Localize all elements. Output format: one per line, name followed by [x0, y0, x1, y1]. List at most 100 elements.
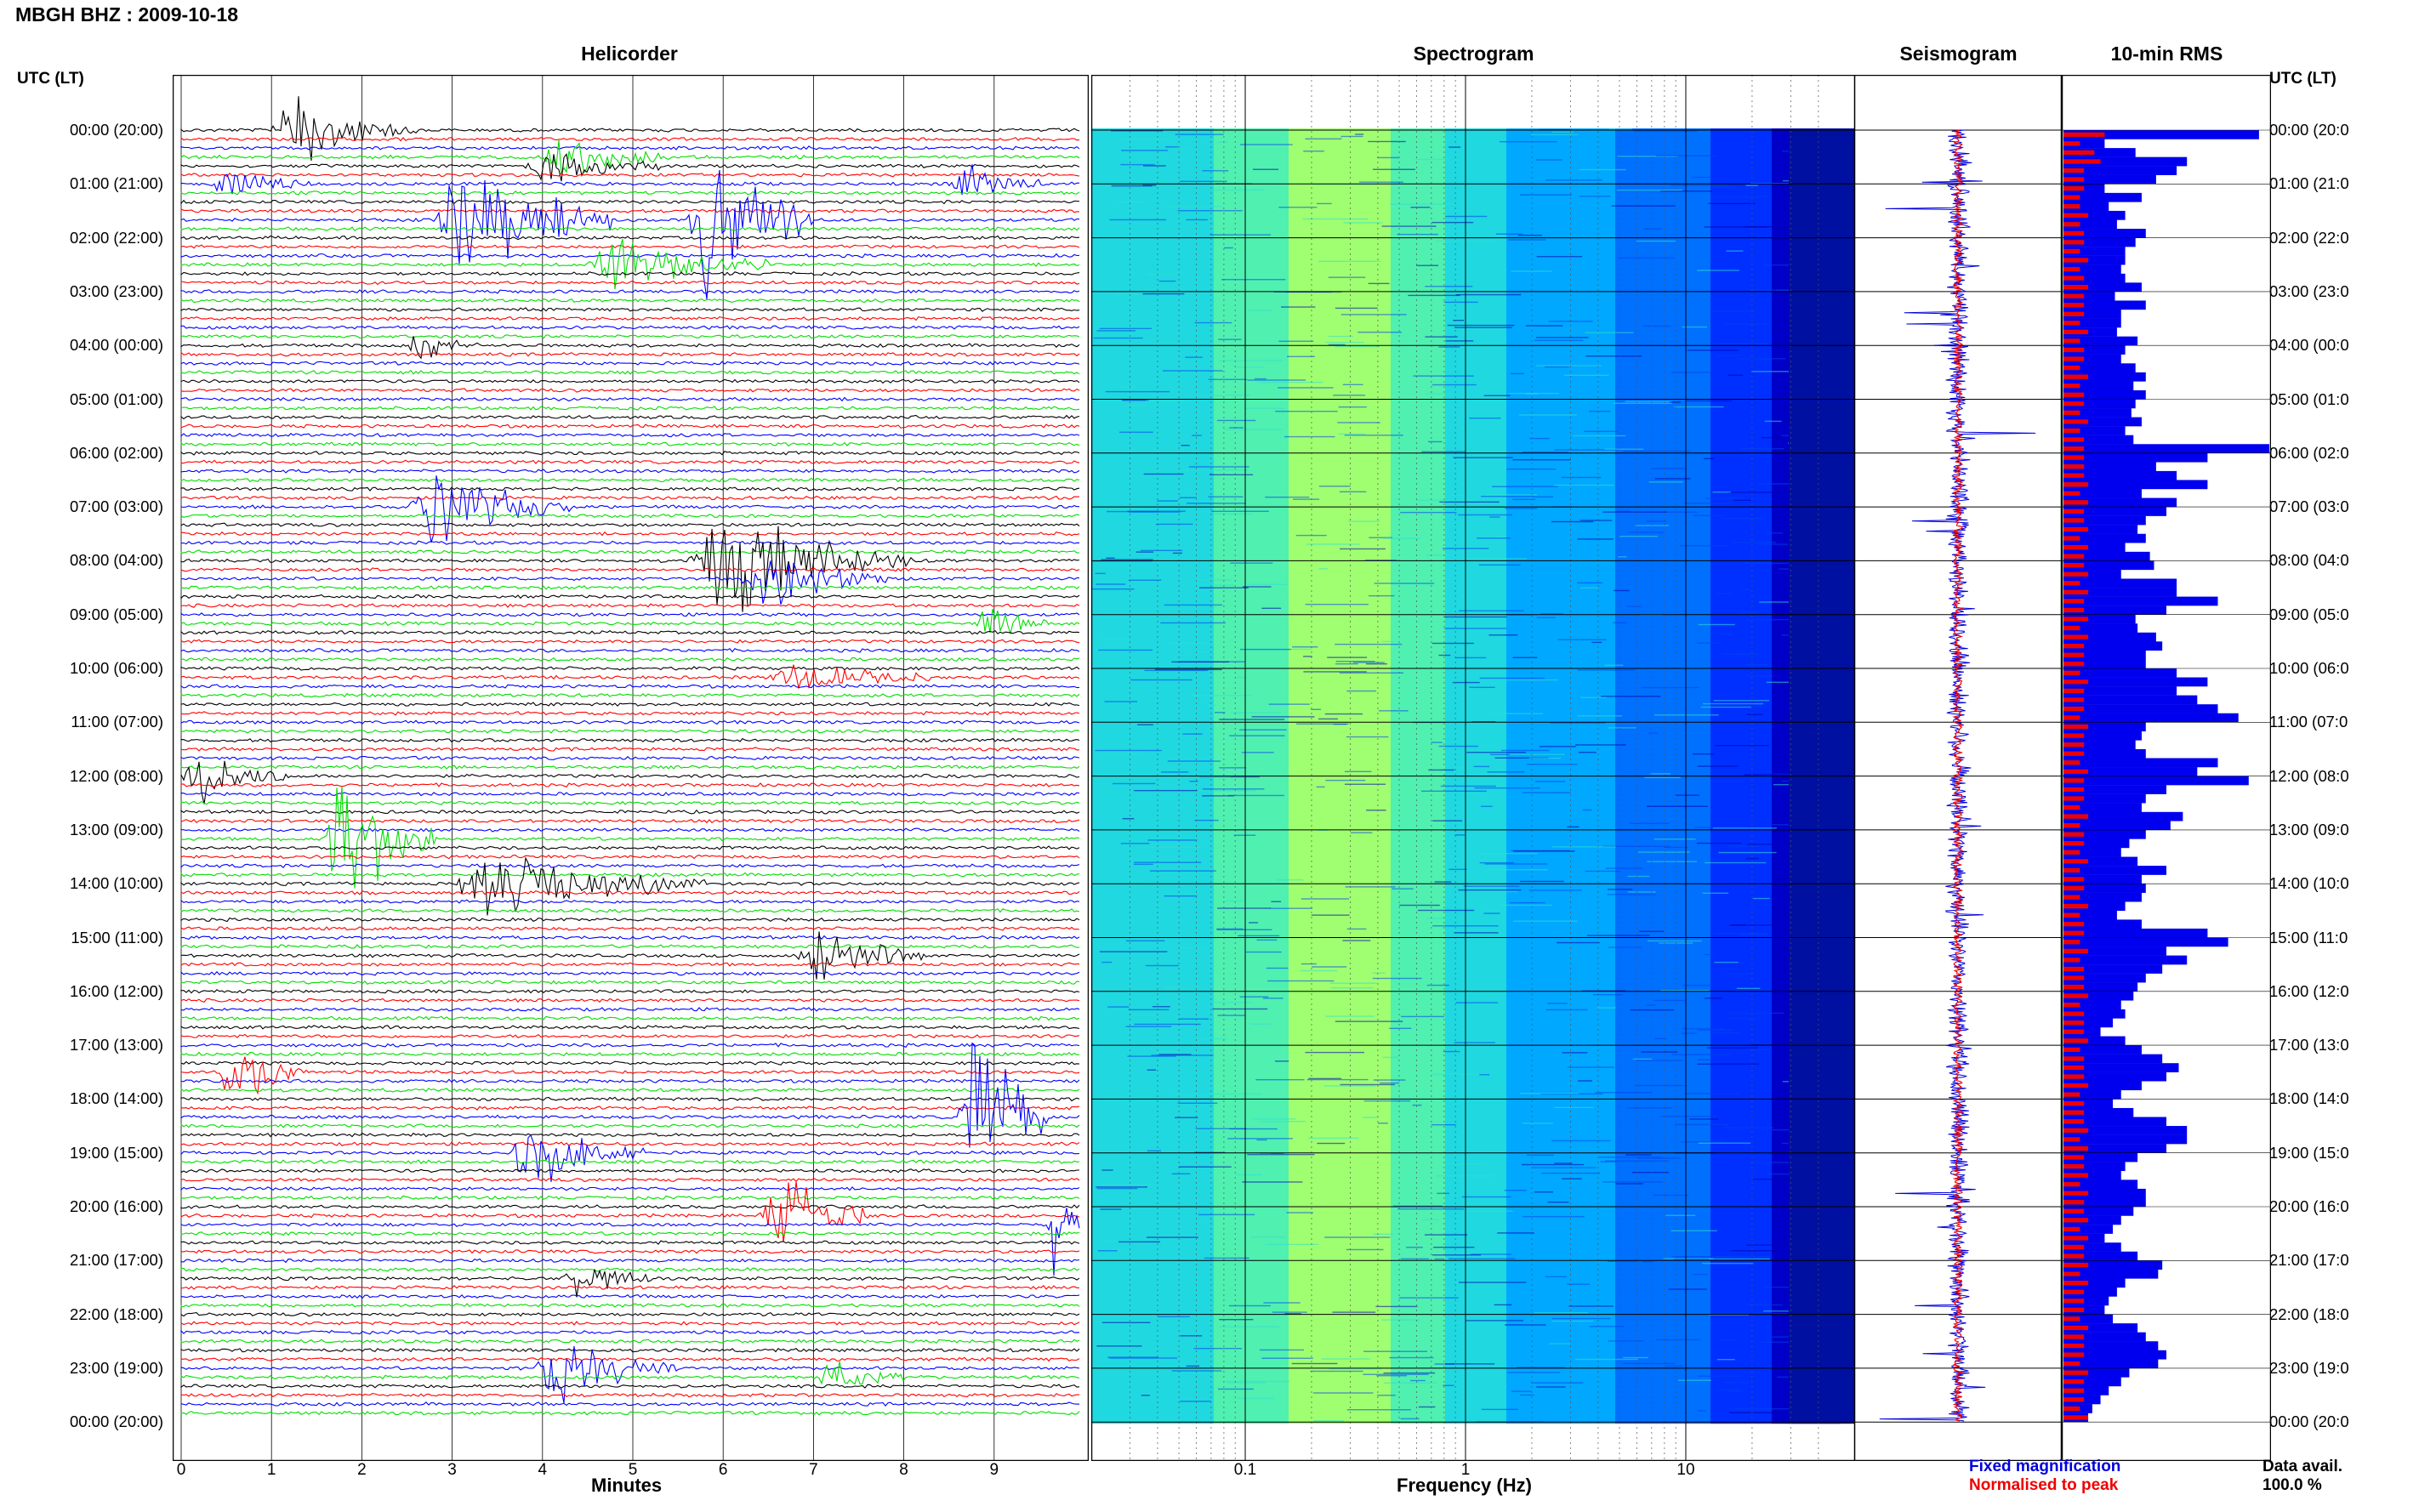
helicorder-trace: [180, 513, 1080, 519]
spectrogram-streak: [1363, 1350, 1428, 1352]
spectrogram-streak: [1494, 757, 1549, 759]
rms-bar-normalised: [2063, 500, 2089, 505]
helicorder-trace: [180, 1401, 1080, 1407]
spectrogram-streak: [1710, 196, 1761, 198]
spectrogram-streak: [1766, 532, 1783, 534]
rms-bar-normalised: [2063, 804, 2080, 810]
spectrogram-streak: [1746, 1244, 1813, 1246]
spectrogram-streak: [1671, 1256, 1737, 1258]
rms-bar-fixed: [2063, 1117, 2166, 1127]
spectrogram-streak: [1102, 753, 1144, 755]
rms-bar-fixed: [2063, 838, 2130, 849]
rms-bar-normalised: [2063, 706, 2085, 712]
rms-bar-normalised: [2063, 1163, 2085, 1169]
spectrogram-streak: [1724, 1127, 1773, 1128]
spectrogram-streak: [1479, 677, 1545, 679]
spectrogram-streak: [1332, 1311, 1376, 1313]
rms-bar-fixed: [2063, 1323, 2138, 1333]
spectrogram-streak: [1682, 984, 1713, 986]
rms-bar-normalised: [2063, 204, 2080, 209]
helicorder-trace: [180, 1007, 1080, 1012]
spectrogram-streak: [1109, 219, 1166, 221]
spectrogram-streak: [1488, 634, 1518, 636]
rms-bar-normalised: [2063, 554, 2085, 559]
spectrogram-streak: [1577, 538, 1614, 540]
time-label-left: 04:00 (00:00): [69, 336, 163, 355]
rms-bar-fixed: [2063, 1242, 2121, 1252]
rms-bar-fixed: [2063, 1296, 2109, 1306]
helicorder-trace: [180, 647, 1080, 653]
helicorder-trace: [180, 611, 1080, 617]
spectrogram-streak: [1454, 657, 1487, 659]
spectrogram-streak: [1108, 508, 1147, 509]
spectrogram-streak: [1650, 773, 1671, 775]
seismogram-plot: [1854, 75, 2062, 1461]
spectrogram-streak: [1335, 1020, 1403, 1022]
spectrogram-streak: [1712, 827, 1777, 829]
helicorder-trace: [180, 289, 1080, 294]
helicorder-trace: [180, 406, 1080, 411]
spectrogram-streak: [1357, 331, 1402, 333]
spectrogram-streak: [1261, 1357, 1313, 1359]
spectrogram-streak: [1714, 961, 1739, 963]
spectrogram-streak: [1235, 676, 1248, 679]
time-label-right: 22:00 (18:0: [2269, 1305, 2349, 1323]
spectrogram-streak: [1180, 180, 1227, 183]
spectrogram-streak: [1318, 568, 1328, 570]
helicorder-trace: [180, 238, 1080, 290]
helicorder-trace: [180, 760, 1080, 804]
spectrogram-streak: [1744, 562, 1790, 565]
spectrogram-streak: [1439, 501, 1500, 503]
rms-bar-fixed: [2063, 1126, 2188, 1135]
spectrogram-streak: [1562, 1178, 1582, 1179]
spectrogram-streak: [1551, 520, 1594, 523]
helicorder-trace: [180, 747, 1080, 752]
helicorder-trace: [180, 702, 1080, 708]
rms-bar-fixed: [2063, 192, 2142, 202]
spectrogram-streak: [1437, 1192, 1450, 1195]
helicorder-trace: [180, 226, 1080, 232]
rms-bar-normalised: [2063, 159, 2101, 164]
spectrogram-streak: [1261, 607, 1282, 610]
rms-bar-fixed: [2063, 1215, 2121, 1225]
spectrogram-streak: [1500, 140, 1557, 143]
spectrogram-streak: [1119, 386, 1136, 388]
spectrogram-streak: [1495, 536, 1506, 537]
spectrogram-streak: [1312, 966, 1347, 968]
spectrogram-streak: [1227, 1138, 1294, 1140]
rms-bar-normalised: [2063, 634, 2089, 639]
spectrogram-streak: [1120, 163, 1155, 166]
spectrogram-streak: [1618, 556, 1627, 558]
spectrogram-streak: [1698, 623, 1735, 626]
spectrogram-streak: [1310, 1370, 1363, 1373]
spectrogram-streak: [1608, 128, 1632, 130]
spectrogram-streak: [1254, 378, 1266, 380]
spectrogram-streak: [1188, 466, 1249, 468]
rms-bar-fixed: [2063, 614, 2136, 624]
rms-bar-fixed: [2063, 811, 2183, 821]
rms-bar-normalised: [2063, 222, 2080, 227]
time-label-right: 09:00 (05:0: [2269, 605, 2349, 623]
spectrogram-streak: [1284, 1313, 1301, 1315]
spectrogram-streak: [1369, 537, 1392, 538]
spectrogram-streak: [1702, 1262, 1754, 1265]
helicorder-trace: [180, 666, 1080, 671]
minute-tick-label: 4: [538, 1461, 548, 1479]
helicorder-trace: [180, 325, 1080, 330]
spectrogram-streak: [1634, 1084, 1688, 1087]
spectrogram-streak: [1703, 953, 1714, 956]
spectrogram-streak: [1633, 130, 1698, 133]
spectrogram-streak: [1445, 340, 1474, 342]
helicorder-trace: [180, 432, 1080, 438]
spectrogram-streak: [1224, 247, 1233, 249]
spectrogram-streak: [1712, 185, 1736, 188]
spectrogram-streak: [1453, 457, 1513, 458]
spectrogram-streak: [1134, 861, 1202, 863]
rms-bar-normalised: [2063, 518, 2085, 523]
spectrogram-streak: [1608, 1340, 1644, 1342]
spectrogram-streak: [1202, 788, 1265, 790]
spectrogram-streak: [1505, 508, 1538, 509]
rms-bar-normalised: [2063, 384, 2080, 389]
spectrogram-streak: [1535, 781, 1565, 782]
rms-bar-normalised: [2063, 895, 2080, 900]
